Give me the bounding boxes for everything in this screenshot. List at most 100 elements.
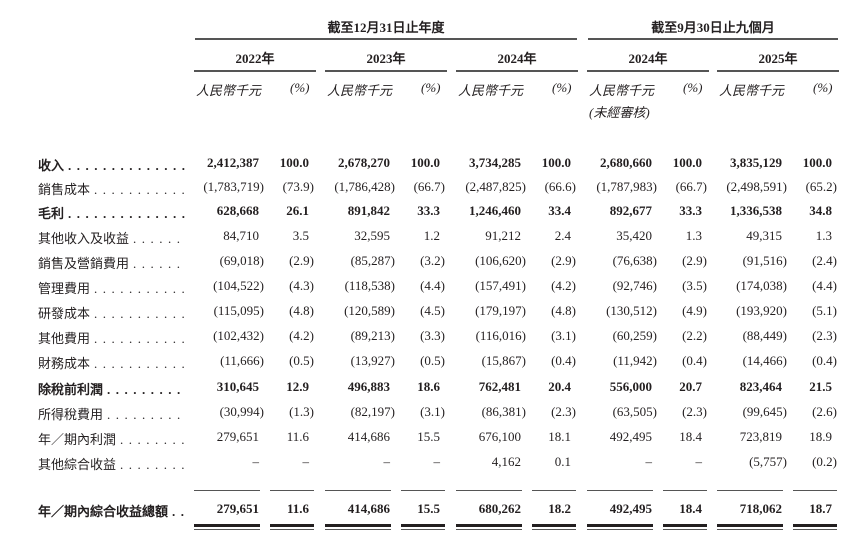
row-label-text: 銷售及營銷費用: [38, 256, 130, 271]
row-label-text: 年／期內綜合收益總額: [38, 504, 169, 519]
dot-leader: ..............................: [107, 382, 185, 397]
total-double-rule: [270, 529, 314, 530]
row-label-text: 財務成本: [38, 356, 91, 371]
percent-cell: 15.5: [417, 501, 440, 516]
amount-cell: (63,505): [612, 404, 657, 419]
row-label-text: 毛利: [38, 206, 65, 221]
dot-leader: ..............................: [133, 231, 185, 246]
total-double-rule: [270, 524, 314, 527]
percent-cell: 33.3: [679, 203, 702, 218]
percent-cell: (2.6): [812, 404, 837, 419]
percent-cell: –: [302, 454, 310, 469]
percent-cell: 1.2: [423, 228, 440, 243]
total-double-rule: [401, 529, 445, 530]
percent-cell: (4.8): [551, 303, 576, 318]
row-label-text: 管理費用: [38, 281, 91, 296]
row-label: 管理費用..............................: [38, 278, 185, 297]
percent-cell: 20.7: [679, 379, 702, 394]
total-double-rule: [194, 524, 260, 527]
amount-cell: (30,994): [219, 404, 264, 419]
percent-cell: 18.6: [417, 379, 440, 394]
percent-cell: (0.5): [289, 353, 314, 368]
percent-cell: 21.5: [809, 379, 832, 394]
percent-cell: (2.9): [551, 253, 576, 268]
amount-cell: 628,668: [216, 203, 259, 218]
percent-cell: 18.9: [809, 429, 832, 444]
amount-cell: 279,651: [216, 429, 259, 444]
row-label-text: 研發成本: [38, 306, 91, 321]
amount-cell: 310,645: [216, 379, 259, 394]
row-label: 銷售成本..............................: [38, 179, 185, 198]
column-year-header: 2025年: [758, 51, 798, 66]
amount-cell: (193,920): [736, 303, 787, 318]
amount-cell: (157,491): [475, 278, 526, 293]
percent-unit-label: (%): [290, 80, 310, 95]
amount-cell: (88,449): [742, 328, 787, 343]
percent-cell: (66.7): [675, 179, 707, 194]
amount-cell: 32,595: [354, 228, 390, 243]
percent-cell: 18.2: [548, 501, 571, 516]
row-label: 財務成本..............................: [38, 353, 185, 372]
percent-cell: 1.3: [815, 228, 832, 243]
total-double-rule: [717, 529, 783, 530]
percent-cell: (4.4): [812, 278, 837, 293]
column-rule: [717, 70, 839, 72]
amount-cell: 680,262: [478, 501, 521, 516]
amount-cell: 823,464: [739, 379, 782, 394]
percent-cell: 11.6: [286, 501, 309, 516]
percent-cell: (66.6): [544, 179, 576, 194]
amount-cell: 414,686: [347, 429, 390, 444]
amount-cell: 492,495: [609, 429, 652, 444]
amount-cell: (2,498,591): [726, 179, 787, 194]
amount-cell: (179,197): [475, 303, 526, 318]
row-label: 其他收入及收益..............................: [38, 228, 185, 247]
percent-cell: (0.2): [812, 454, 837, 469]
dot-leader: ..............................: [94, 182, 185, 197]
column-year-header: 2024年: [497, 51, 537, 66]
amount-cell: (102,432): [213, 328, 264, 343]
amount-cell: 49,315: [746, 228, 782, 243]
period-nine-months-header: 截至9月30日止九個月: [651, 20, 775, 35]
percent-cell: 0.1: [554, 454, 571, 469]
amount-cell: 2,678,270: [338, 155, 390, 170]
total-double-rule: [194, 529, 260, 530]
header-rule: [195, 38, 577, 40]
amount-cell: (1,786,428): [334, 179, 395, 194]
amount-cell: (60,259): [612, 328, 657, 343]
row-label: 年／期內利潤..............................: [38, 429, 185, 448]
row-label: 年／期內綜合收益總額..............................: [38, 501, 185, 520]
percent-cell: (2.9): [682, 253, 707, 268]
amount-cell: (174,038): [736, 278, 787, 293]
row-label-text: 收入: [38, 158, 65, 173]
percent-cell: 100.0: [541, 155, 571, 170]
amount-unit-label: 人民幣千元: [196, 83, 262, 98]
column-rule: [587, 70, 709, 72]
amount-cell: 4,162: [491, 454, 521, 469]
amount-cell: 2,412,387: [207, 155, 259, 170]
percent-cell: (2.3): [812, 328, 837, 343]
percent-unit-label: (%): [683, 80, 703, 95]
percent-cell: (0.4): [551, 353, 576, 368]
percent-cell: 33.4: [548, 203, 571, 218]
amount-cell: 414,686: [347, 501, 390, 516]
percent-cell: (3.1): [420, 404, 445, 419]
row-label: 毛利..............................: [38, 203, 185, 222]
amount-cell: (104,522): [213, 278, 264, 293]
percent-unit-label: (%): [552, 80, 572, 95]
amount-cell: 892,677: [609, 203, 652, 218]
percent-cell: (3.2): [420, 253, 445, 268]
percent-cell: (0.5): [420, 353, 445, 368]
subtotal-rule: [401, 490, 445, 491]
row-label: 收入..............................: [38, 155, 185, 174]
subtotal-rule: [532, 490, 576, 491]
percent-cell: (3.5): [682, 278, 707, 293]
row-label-text: 銷售成本: [38, 182, 91, 197]
row-label: 其他綜合收益..............................: [38, 454, 185, 473]
subtotal-rule: [456, 490, 522, 491]
percent-cell: 18.1: [548, 429, 571, 444]
total-double-rule: [663, 529, 707, 530]
percent-cell: (4.3): [289, 278, 314, 293]
amount-cell: (11,942): [613, 353, 657, 368]
subtotal-rule: [270, 490, 314, 491]
unaudited-note: (未經審核): [589, 105, 650, 120]
